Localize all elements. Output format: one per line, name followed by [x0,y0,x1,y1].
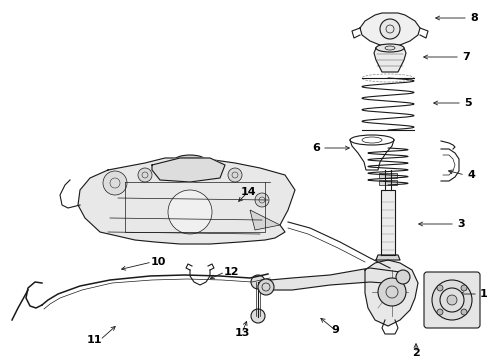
Circle shape [168,190,212,234]
Circle shape [251,309,265,323]
Text: 8: 8 [470,13,478,23]
Text: 4: 4 [467,170,475,180]
Circle shape [228,168,242,182]
Circle shape [138,168,152,182]
Polygon shape [78,158,295,244]
Polygon shape [250,210,280,230]
Text: 7: 7 [462,52,470,62]
Polygon shape [360,13,420,46]
Text: 2: 2 [412,348,420,358]
Text: 14: 14 [240,187,256,197]
Text: 5: 5 [464,98,472,108]
Circle shape [380,19,400,39]
Ellipse shape [385,46,395,50]
Text: 13: 13 [234,328,250,338]
Bar [379,180,397,185]
Text: 9: 9 [331,325,339,335]
Circle shape [432,280,472,320]
Circle shape [437,309,443,315]
Polygon shape [152,158,225,182]
Circle shape [440,288,464,312]
Ellipse shape [175,155,205,165]
Ellipse shape [376,44,404,52]
Text: 6: 6 [312,143,320,153]
Circle shape [103,171,127,195]
Polygon shape [381,190,395,255]
Text: 10: 10 [150,257,166,267]
Circle shape [378,278,406,306]
Text: 1: 1 [480,289,488,299]
Bar [379,173,397,178]
Circle shape [251,275,265,289]
Polygon shape [376,255,400,260]
Circle shape [396,270,410,284]
Text: 3: 3 [457,219,465,229]
Circle shape [258,279,274,295]
Text: 12: 12 [223,267,239,277]
FancyBboxPatch shape [424,272,480,328]
Polygon shape [365,260,418,326]
Circle shape [461,285,467,291]
Circle shape [437,285,443,291]
Polygon shape [374,48,406,72]
Circle shape [447,295,457,305]
Circle shape [255,193,269,207]
Text: 11: 11 [86,335,102,345]
Circle shape [461,309,467,315]
Polygon shape [264,268,405,290]
